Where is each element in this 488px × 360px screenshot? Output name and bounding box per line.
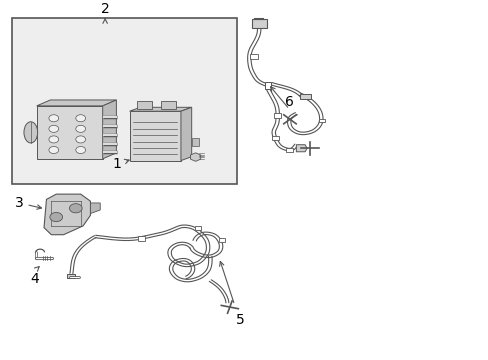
Polygon shape: [37, 100, 116, 106]
Polygon shape: [102, 100, 116, 159]
Bar: [271, 135, 278, 140]
Bar: [299, 94, 310, 99]
Circle shape: [49, 136, 59, 143]
Text: 2: 2: [101, 2, 109, 16]
Circle shape: [76, 147, 85, 153]
Bar: [273, 113, 280, 117]
Bar: [161, 100, 176, 109]
Circle shape: [76, 136, 85, 143]
Circle shape: [50, 212, 62, 222]
Text: 6: 6: [285, 95, 293, 109]
Polygon shape: [296, 145, 306, 152]
Polygon shape: [129, 107, 191, 111]
Bar: [137, 100, 151, 109]
Bar: [67, 274, 75, 278]
Bar: [264, 82, 271, 89]
Polygon shape: [190, 153, 200, 161]
Text: 3: 3: [15, 196, 41, 210]
Circle shape: [69, 204, 82, 213]
Text: 1: 1: [112, 157, 129, 171]
Circle shape: [76, 125, 85, 132]
Text: 5: 5: [236, 314, 244, 327]
Polygon shape: [37, 106, 102, 159]
Polygon shape: [90, 203, 100, 213]
Circle shape: [76, 115, 85, 122]
Text: 4: 4: [30, 273, 39, 287]
Bar: [251, 19, 266, 28]
Circle shape: [49, 115, 59, 122]
Polygon shape: [191, 138, 199, 147]
Bar: [194, 226, 201, 230]
Bar: [138, 237, 144, 241]
Polygon shape: [181, 107, 191, 161]
Polygon shape: [129, 111, 181, 161]
Circle shape: [49, 125, 59, 132]
Bar: [250, 54, 258, 59]
Bar: [285, 148, 292, 152]
Bar: [219, 238, 224, 242]
Circle shape: [49, 147, 59, 153]
Bar: [12, 18, 237, 184]
Ellipse shape: [24, 122, 38, 143]
Polygon shape: [44, 194, 90, 235]
Bar: [318, 119, 324, 122]
